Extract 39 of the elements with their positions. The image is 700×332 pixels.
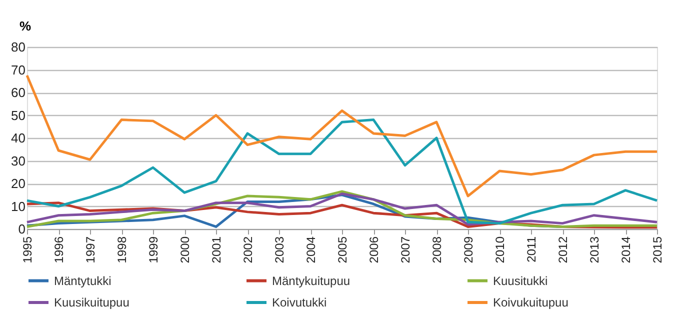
legend-label: Kuusitukki	[493, 274, 548, 288]
y-tick-label: 50	[11, 108, 26, 123]
x-tick-label: 2009	[462, 236, 476, 264]
x-tick-label: 2012	[556, 236, 570, 264]
x-tick-label: 1999	[146, 236, 160, 264]
x-tick-label: 2003	[272, 236, 286, 264]
x-tick-label: 1997	[84, 236, 98, 264]
x-tick-label: 2008	[430, 236, 444, 264]
legend-label: Mäntykuitupuu	[272, 274, 350, 288]
y-tick-label: 60	[11, 85, 26, 100]
legend-label: Kuusikuitupuu	[54, 296, 130, 310]
x-tick-label: 2014	[619, 236, 633, 264]
x-tick-label: 2010	[493, 236, 507, 264]
x-tick-label: 1998	[115, 236, 129, 264]
x-tick-label: 2000	[178, 236, 192, 264]
x-tick-label: 2011	[524, 236, 538, 262]
line-series	[26, 118, 658, 225]
y-tick-label: 40	[11, 130, 26, 146]
legend-label: Koivukuitupuu	[493, 296, 568, 310]
y-axis-title: %	[20, 18, 32, 34]
x-tick-label: 2006	[367, 236, 381, 264]
y-tick-label: 30	[11, 153, 26, 168]
x-tick-label: 1996	[52, 236, 66, 264]
x-tick-label: 2013	[588, 236, 602, 264]
x-tick-label: 1995	[20, 236, 34, 264]
y-tick-label: 70	[11, 62, 26, 78]
x-tick-label: 2015	[650, 236, 664, 264]
y-tick-label: 20	[11, 176, 26, 191]
legend-label: Koivutukki	[272, 296, 327, 310]
x-tick-label: 2004	[304, 236, 318, 264]
x-tick-label: 2005	[336, 236, 350, 264]
y-tick-label: 10	[11, 198, 26, 214]
y-tick-label: 80	[11, 40, 26, 54]
x-tick-label: 2001	[210, 236, 224, 264]
y-tick-label: 0	[18, 222, 26, 236]
x-tick-label: 2002	[241, 236, 255, 264]
x-tick-label: 2007	[398, 236, 412, 264]
line-series	[26, 74, 658, 198]
legend-label: Mäntytukki	[54, 274, 112, 288]
